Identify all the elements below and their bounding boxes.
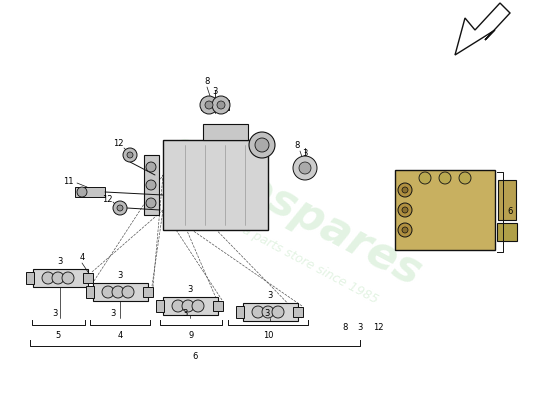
Text: 3: 3	[117, 270, 123, 280]
Bar	[162, 140, 267, 230]
Bar	[395, 170, 495, 250]
Text: 3: 3	[52, 308, 58, 318]
Text: a parts store since 1985: a parts store since 1985	[240, 224, 380, 306]
Polygon shape	[455, 3, 510, 55]
Circle shape	[402, 187, 408, 193]
Circle shape	[272, 306, 284, 318]
Circle shape	[398, 223, 412, 237]
Bar	[143, 287, 153, 297]
Circle shape	[117, 205, 123, 211]
Text: 8: 8	[342, 322, 348, 332]
Bar	[213, 301, 223, 311]
Bar	[497, 223, 517, 241]
Circle shape	[62, 272, 74, 284]
Text: 3: 3	[265, 308, 270, 318]
Bar	[86, 286, 94, 298]
Text: 12: 12	[102, 196, 112, 204]
Bar	[293, 307, 303, 317]
Circle shape	[402, 227, 408, 233]
Circle shape	[146, 162, 156, 172]
Circle shape	[205, 101, 213, 109]
Bar	[162, 297, 217, 315]
Circle shape	[255, 138, 269, 152]
Text: 3: 3	[111, 308, 116, 318]
Text: eurospares: eurospares	[161, 125, 430, 295]
Circle shape	[52, 272, 64, 284]
Text: 11: 11	[63, 178, 73, 186]
Bar	[75, 187, 105, 197]
Circle shape	[127, 152, 133, 158]
Circle shape	[182, 300, 194, 312]
Circle shape	[146, 198, 156, 208]
Bar	[92, 283, 147, 301]
Circle shape	[293, 156, 317, 180]
Bar	[26, 272, 34, 284]
Text: 6: 6	[192, 352, 197, 361]
Text: 9: 9	[188, 331, 194, 340]
Circle shape	[262, 306, 274, 318]
Text: 5: 5	[56, 331, 61, 340]
Circle shape	[123, 148, 137, 162]
Bar	[498, 180, 516, 220]
Circle shape	[77, 187, 87, 197]
Circle shape	[252, 306, 264, 318]
Text: 8: 8	[294, 140, 300, 150]
Text: 12: 12	[373, 322, 383, 332]
Circle shape	[398, 183, 412, 197]
Text: 3: 3	[182, 308, 188, 318]
Circle shape	[113, 201, 127, 215]
Circle shape	[200, 96, 218, 114]
Circle shape	[439, 172, 451, 184]
Circle shape	[419, 172, 431, 184]
Circle shape	[42, 272, 54, 284]
Circle shape	[398, 203, 412, 217]
Text: 12: 12	[113, 138, 123, 148]
Text: 4: 4	[117, 331, 123, 340]
Circle shape	[217, 101, 225, 109]
Bar	[83, 273, 93, 283]
Bar	[236, 306, 244, 318]
Text: 3: 3	[188, 284, 192, 294]
Text: 6: 6	[507, 208, 513, 216]
Circle shape	[249, 132, 275, 158]
Circle shape	[212, 96, 230, 114]
Circle shape	[102, 286, 114, 298]
Circle shape	[402, 207, 408, 213]
Circle shape	[192, 300, 204, 312]
Circle shape	[459, 172, 471, 184]
Text: 3: 3	[358, 322, 362, 332]
Bar	[32, 269, 87, 287]
Text: 8: 8	[204, 78, 210, 86]
Text: 10: 10	[263, 331, 273, 340]
Circle shape	[146, 180, 156, 190]
Circle shape	[299, 162, 311, 174]
Bar	[201, 100, 229, 110]
Text: 3: 3	[267, 290, 273, 300]
Bar	[156, 300, 164, 312]
Text: 4: 4	[79, 254, 85, 262]
Bar	[202, 124, 248, 140]
Bar	[144, 155, 158, 215]
Text: 3: 3	[302, 150, 307, 158]
Text: 3: 3	[57, 256, 63, 266]
Circle shape	[112, 286, 124, 298]
Circle shape	[122, 286, 134, 298]
Bar	[243, 303, 298, 321]
Text: 3: 3	[212, 86, 218, 96]
Circle shape	[172, 300, 184, 312]
